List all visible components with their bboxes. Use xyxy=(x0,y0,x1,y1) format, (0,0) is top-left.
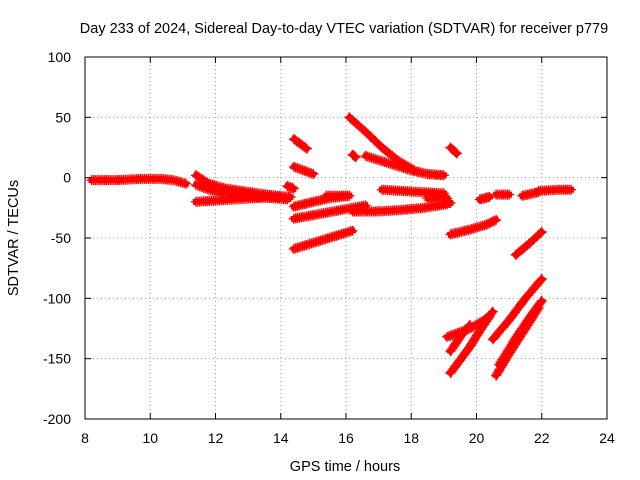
y-tick-label: 0 xyxy=(63,170,71,186)
series-point-markers xyxy=(494,295,547,370)
series-arc-16 xyxy=(376,184,449,199)
series-arc-18 xyxy=(438,198,456,208)
series-arc-9 xyxy=(321,190,355,201)
series-point-markers xyxy=(442,306,498,342)
series-point-markers xyxy=(86,173,192,189)
x-tick-label: 10 xyxy=(142,430,158,446)
series-point-markers xyxy=(487,274,547,345)
series-arc-25 xyxy=(510,227,547,260)
x-tick-label: 8 xyxy=(81,430,89,446)
series-point-markers xyxy=(445,142,462,159)
series-arc-14 xyxy=(360,150,449,181)
series-arc-29 xyxy=(487,274,547,345)
x-tick-label: 20 xyxy=(469,430,485,446)
data-series xyxy=(86,112,577,381)
series-arc-22 xyxy=(491,189,515,200)
x-tick-label: 14 xyxy=(273,430,289,446)
series-arc-11 xyxy=(288,225,358,254)
y-tick-label: 100 xyxy=(48,49,72,65)
series-arc-13 xyxy=(347,149,361,163)
x-axis-label: GPS time / hours xyxy=(290,459,400,475)
chart-title: Day 233 of 2024, Sidereal Day-to-day VTE… xyxy=(80,21,608,37)
series-point-markers xyxy=(190,192,286,207)
series-point-markers xyxy=(282,181,299,194)
x-tick-label: 12 xyxy=(208,430,224,446)
series-arc-1 xyxy=(86,173,192,189)
y-axis-label: SDTVAR / TECUs xyxy=(6,180,22,296)
x-tick-label: 22 xyxy=(534,430,550,446)
series-arc-21 xyxy=(474,192,495,205)
series-arc-31 xyxy=(494,295,547,370)
series-point-markers xyxy=(321,190,355,201)
x-tick-label: 18 xyxy=(403,430,419,446)
series-point-markers xyxy=(445,214,502,240)
series-arc-6 xyxy=(288,134,312,154)
series-point-markers xyxy=(288,225,358,254)
y-tick-label: -50 xyxy=(51,230,71,246)
series-arc-5 xyxy=(282,181,299,194)
y-tick-label: -200 xyxy=(43,411,71,427)
series-arc-15 xyxy=(347,199,453,217)
x-tick-label: 24 xyxy=(599,430,615,446)
series-arc-4 xyxy=(190,192,286,207)
y-tick-label: -150 xyxy=(43,351,71,367)
series-point-markers xyxy=(347,149,361,163)
series-arc-7 xyxy=(288,161,319,179)
series-arc-24 xyxy=(533,184,577,196)
y-tick-label: -100 xyxy=(43,290,71,306)
x-tick-label: 16 xyxy=(338,430,354,446)
series-point-markers xyxy=(376,184,449,199)
series-point-markers xyxy=(438,198,456,208)
series-point-markers xyxy=(360,150,449,181)
series-point-markers xyxy=(288,161,319,179)
series-arc-20 xyxy=(445,214,502,240)
series-point-markers xyxy=(533,184,577,196)
series-point-markers xyxy=(510,227,547,260)
series-point-markers xyxy=(491,189,515,200)
series-point-markers xyxy=(288,134,312,154)
axis-ticks: 8 10 12 14 16 18 20 22 24 -200 -150 -100 -50 0 50 100 xyxy=(43,49,615,446)
y-tick-label: 50 xyxy=(55,109,71,125)
series-point-markers xyxy=(347,199,453,217)
series-arc-19 xyxy=(445,142,462,159)
series-point-markers xyxy=(474,192,495,205)
series-arc-28 xyxy=(442,306,498,342)
